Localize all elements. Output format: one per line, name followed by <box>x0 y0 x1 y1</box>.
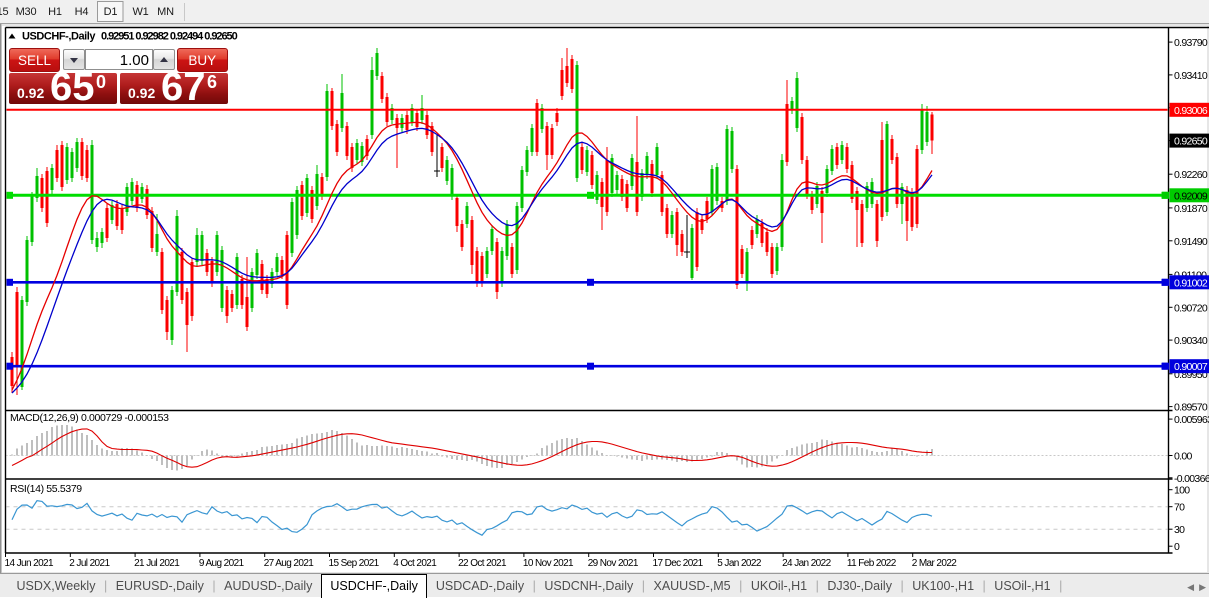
svg-text:14 Jun 2021: 14 Jun 2021 <box>5 558 54 569</box>
svg-text:0.93790: 0.93790 <box>1174 37 1208 49</box>
svg-text:M30: M30 <box>16 6 37 18</box>
svg-text:30: 30 <box>1174 524 1185 536</box>
svg-text:15: 15 <box>0 6 8 18</box>
svg-text:H4: H4 <box>75 6 89 18</box>
svg-text:5 Jan 2022: 5 Jan 2022 <box>717 558 762 569</box>
svg-text:0: 0 <box>1174 541 1180 553</box>
svg-text:0.00: 0.00 <box>1174 451 1192 463</box>
svg-text:0.93006: 0.93006 <box>1174 105 1208 117</box>
svg-text:2 Jul 2021: 2 Jul 2021 <box>69 558 110 569</box>
svg-text:11 Feb 2022: 11 Feb 2022 <box>847 558 897 569</box>
svg-text:-0.00366: -0.00366 <box>1174 473 1209 485</box>
svg-text:MACD(12,26,9) 0.000729 -0.0001: MACD(12,26,9) 0.000729 -0.000153 <box>10 412 169 424</box>
svg-text:2 Mar 2022: 2 Mar 2022 <box>912 558 958 569</box>
svg-text:0.90720: 0.90720 <box>1174 302 1208 314</box>
svg-text:H1: H1 <box>48 6 62 18</box>
svg-text:10 Nov 2021: 10 Nov 2021 <box>523 558 574 569</box>
svg-text:0.89570: 0.89570 <box>1174 402 1208 414</box>
svg-text:0.92260: 0.92260 <box>1174 169 1208 181</box>
svg-text:0.92650: 0.92650 <box>1174 136 1208 148</box>
svg-text:D1: D1 <box>104 6 118 18</box>
svg-text:9 Aug 2021: 9 Aug 2021 <box>199 558 245 569</box>
svg-text:100: 100 <box>1174 485 1190 497</box>
svg-text:MN: MN <box>157 6 174 18</box>
svg-text:22 Oct 2021: 22 Oct 2021 <box>458 558 507 569</box>
svg-text:27 Aug 2021: 27 Aug 2021 <box>264 558 315 569</box>
svg-text:0.91870: 0.91870 <box>1174 203 1208 215</box>
svg-text:17 Dec 2021: 17 Dec 2021 <box>653 558 704 569</box>
svg-text:0.91002: 0.91002 <box>1174 277 1208 289</box>
svg-text:0.92009: 0.92009 <box>1174 190 1208 202</box>
svg-text:15 Sep 2021: 15 Sep 2021 <box>329 558 380 569</box>
svg-text:0.90007: 0.90007 <box>1174 361 1208 373</box>
svg-text:29 Nov 2021: 29 Nov 2021 <box>588 558 639 569</box>
svg-text:4 Oct 2021: 4 Oct 2021 <box>393 558 437 569</box>
svg-text:W1: W1 <box>132 6 148 18</box>
svg-text:0.005963: 0.005963 <box>1174 414 1209 426</box>
svg-text:70: 70 <box>1174 502 1185 514</box>
svg-text:21 Jul 2021: 21 Jul 2021 <box>134 558 180 569</box>
svg-text:24 Jan 2022: 24 Jan 2022 <box>782 558 831 569</box>
svg-text:0.93410: 0.93410 <box>1174 70 1208 82</box>
svg-text:0.90340: 0.90340 <box>1174 335 1208 347</box>
svg-text:RSI(14) 55.5379: RSI(14) 55.5379 <box>10 483 82 495</box>
svg-text:0.91490: 0.91490 <box>1174 236 1208 248</box>
